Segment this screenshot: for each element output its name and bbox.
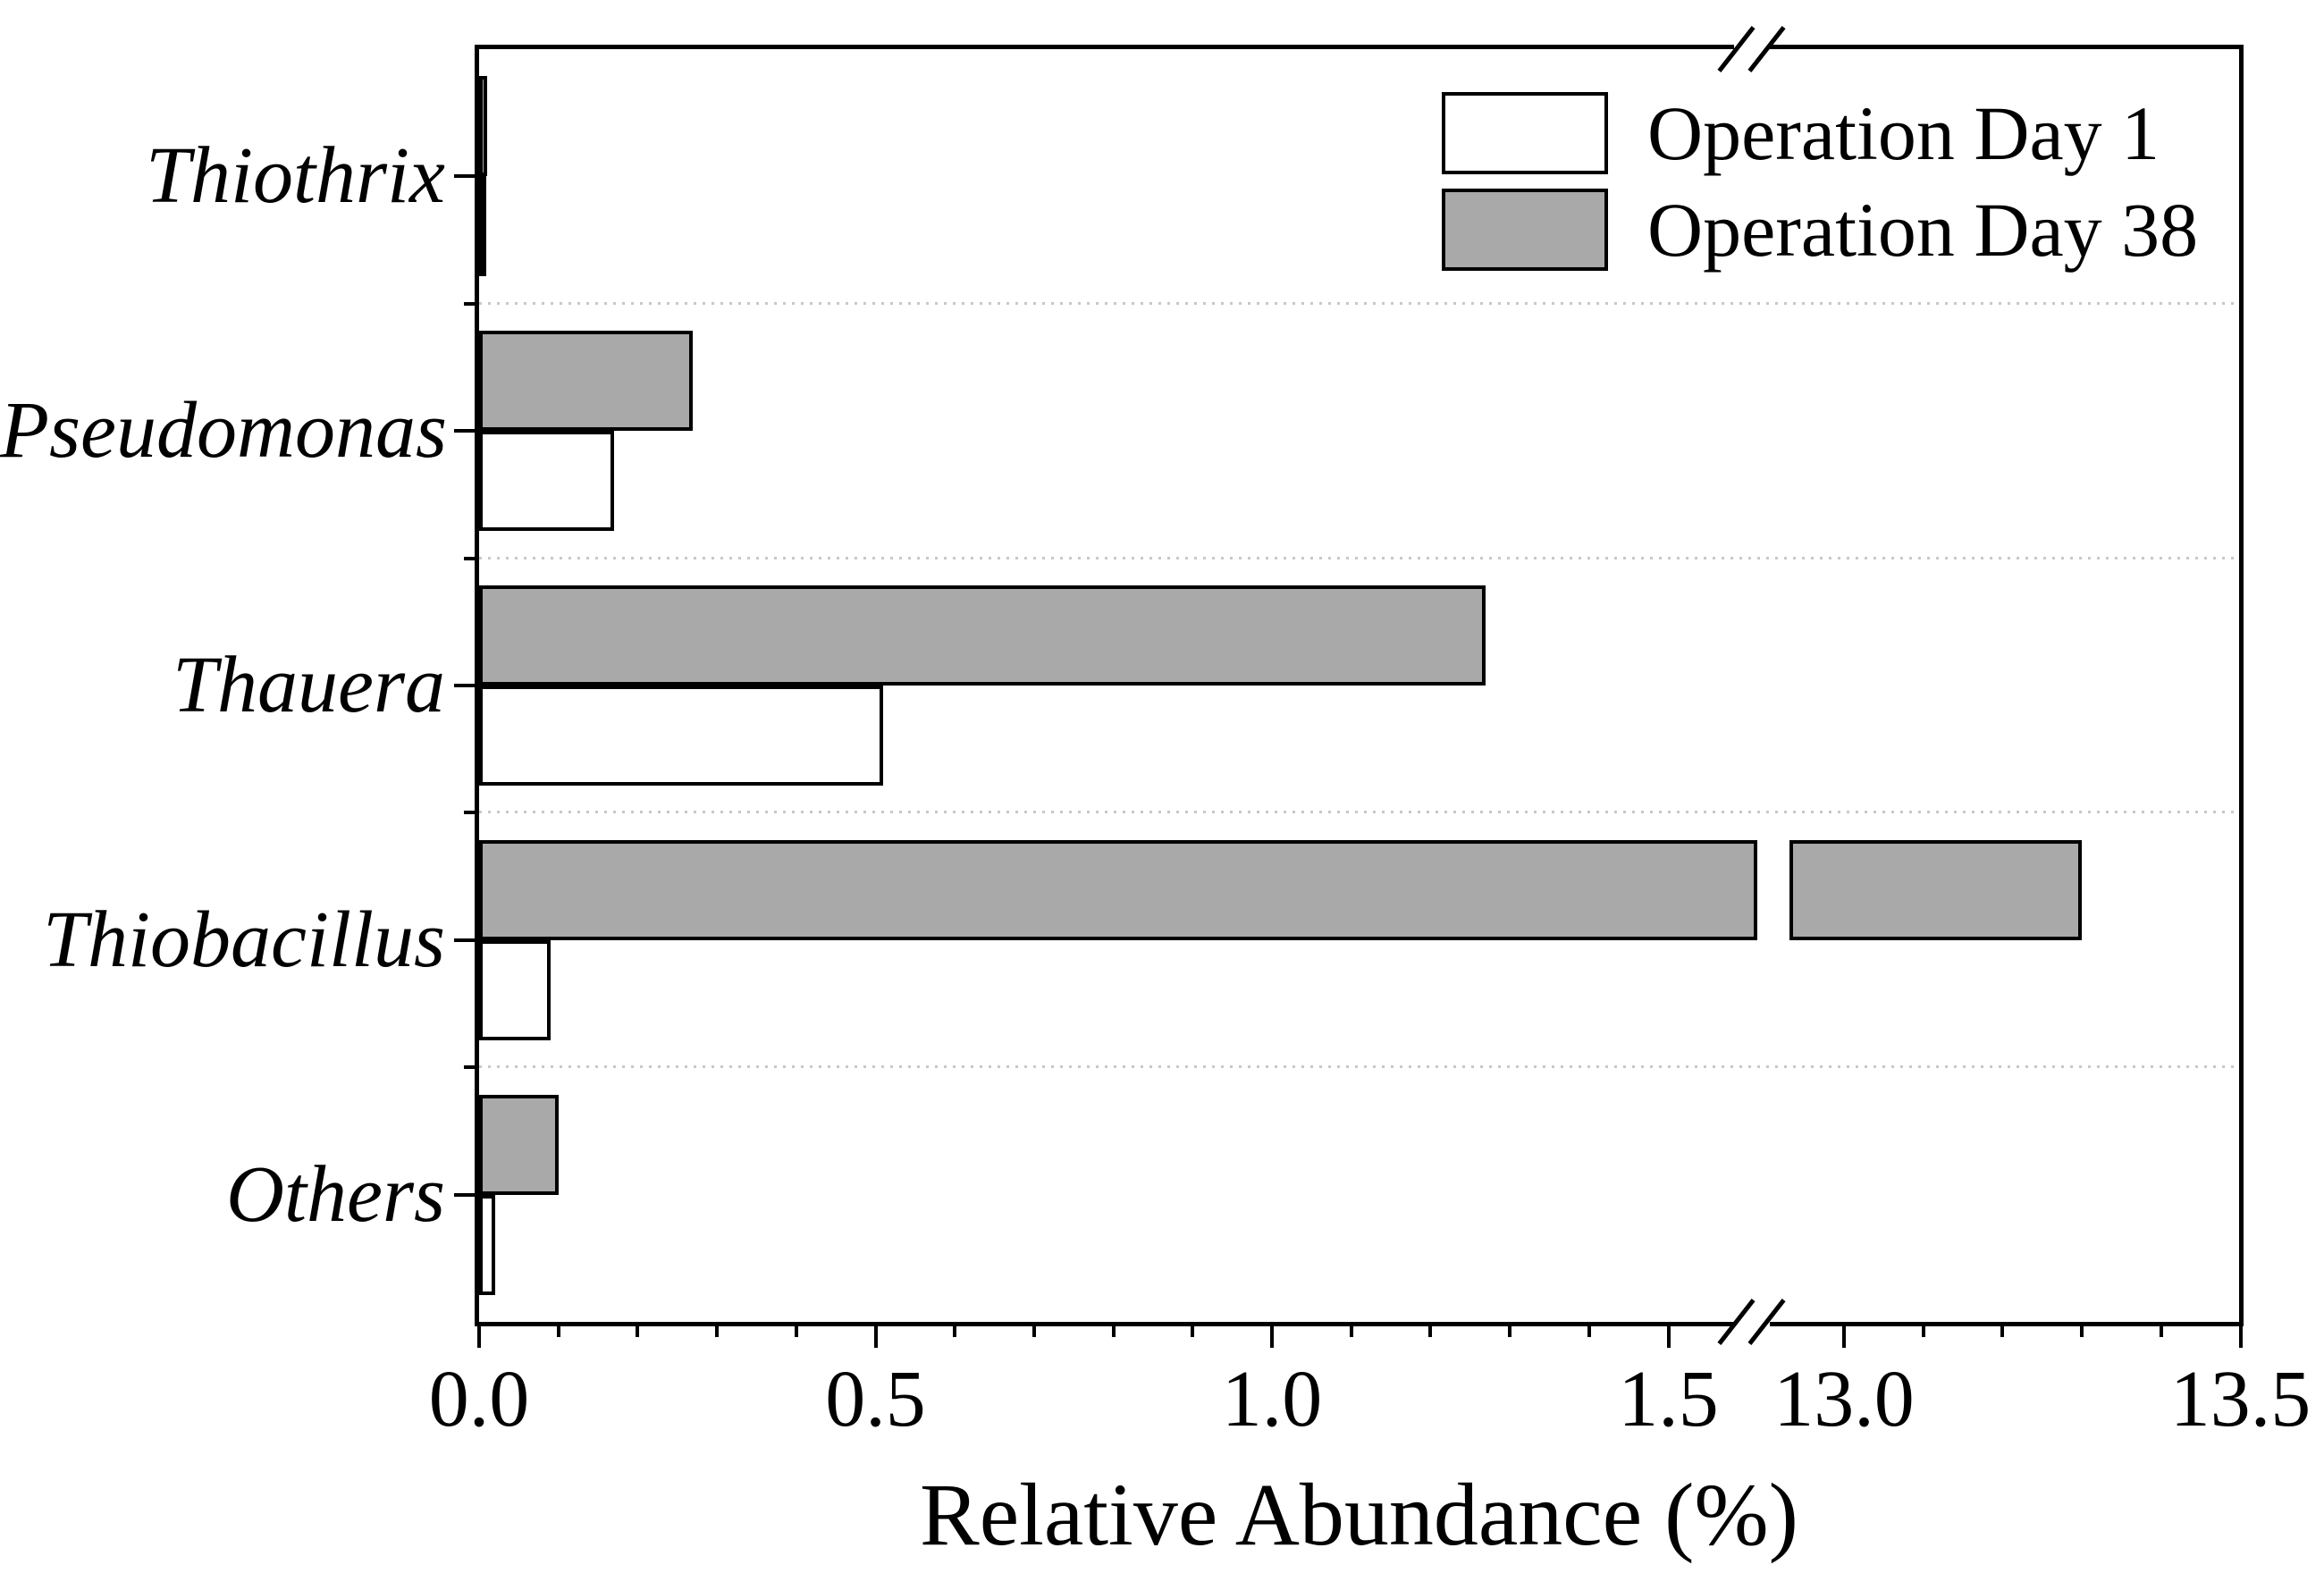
x-axis-tick-label: 13.5 [2169,1355,2311,1443]
bar-day1-others [479,1194,495,1295]
y-axis-major-tick [454,684,479,687]
x-axis-minor-tick [1349,1322,1353,1337]
legend-label-day1: Operation Day 1 [1647,90,2160,176]
y-axis-major-tick [454,1192,479,1197]
x-axis-tick-label: 0.0 [428,1355,530,1443]
category-label-others: Others [226,1149,445,1239]
x-axis-minor-tick [953,1322,957,1337]
bar-day1-thiobacillus [479,939,551,1040]
bar-day1-pseudomonas [479,431,614,532]
y-axis-minor-tick [464,811,479,815]
x-axis-minor-tick [1921,1322,1925,1337]
y-axis-minor-tick [464,556,479,560]
category-label-thauera: Thauera [172,641,445,729]
x-axis-tick-label: 13.0 [1773,1355,1915,1443]
x-axis-minor-tick [1031,1322,1036,1337]
legend-label-day38: Operation Day 38 [1647,187,2199,273]
bar-day38-others [479,1094,559,1195]
y-axis-minor-tick [464,1065,479,1070]
category-separator-line [479,811,2239,814]
x-axis-minor-tick [2080,1322,2084,1337]
x-axis-minor-tick [1111,1322,1116,1337]
legend-swatch-day38 [1442,189,1608,271]
axis-break-gap-top [1734,44,1770,53]
x-axis-minor-tick [2000,1322,2005,1337]
x-axis-minor-tick [1587,1322,1591,1337]
bar-day1-thiothrix [479,176,486,277]
plot-area: Operation Day 1 Operation Day 38 [454,26,2244,1348]
category-label-thiobacillus: Thiobacillus [42,895,445,984]
bar-day38-thiobacillus [479,839,1757,940]
x-axis-minor-tick [1428,1322,1433,1337]
x-axis-minor-tick [2159,1322,2163,1337]
x-axis-tick-label: 1.0 [1221,1355,1323,1443]
bar-day1-thauera [479,686,884,786]
y-axis-major-tick [454,938,479,942]
category-label-pseudomonas: Pseudomonas [0,386,447,475]
x-axis-major-tick [873,1322,878,1348]
category-separator-line [479,1065,2239,1069]
category-label-thiothrix: Thiothrix [145,131,445,221]
category-separator-line [479,556,2239,559]
x-axis-title: Relative Abundance (%) [920,1465,1798,1564]
x-axis-tick-label: 0.5 [825,1355,926,1443]
y-axis-minor-tick [464,301,479,306]
y-axis-major-tick [454,429,479,433]
legend-swatch-day1 [1442,92,1608,174]
bar-day38-thiobacillus [1789,839,2083,940]
x-axis-major-tick [1666,1322,1671,1348]
x-axis-minor-tick [715,1322,720,1337]
x-axis-minor-tick [636,1322,640,1337]
bar-day38-pseudomonas [479,331,694,432]
x-axis-minor-tick [556,1322,560,1337]
legend-entry-day38: Operation Day 38 [1442,187,2198,273]
x-axis-major-tick [1270,1322,1274,1348]
legend-entry-day1: Operation Day 1 [1442,90,2198,176]
x-axis-minor-tick [1508,1322,1512,1337]
x-axis-major-tick [2238,1322,2243,1348]
bar-day38-thauera [479,585,1486,686]
legend: Operation Day 1 Operation Day 38 [1442,90,2198,283]
x-axis-major-tick [1842,1322,1846,1348]
category-separator-line [479,301,2239,305]
x-axis-minor-tick [1191,1322,1195,1337]
x-axis-minor-tick [794,1322,798,1337]
y-axis-major-tick [454,174,479,179]
x-axis-major-tick [477,1322,481,1348]
bar-day38-thiothrix [479,76,487,177]
x-axis-tick-label: 1.5 [1618,1355,1719,1443]
